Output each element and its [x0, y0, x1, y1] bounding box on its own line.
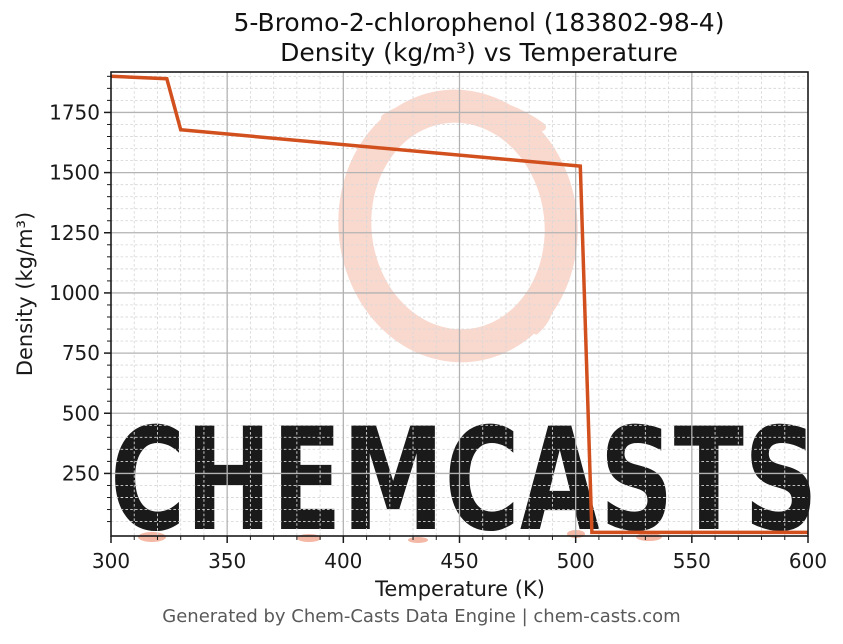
x-tick-label: 350	[208, 549, 246, 573]
axis-ticks	[104, 75, 809, 543]
chart-title-line2: Density (kg/m³) vs Temperature	[280, 38, 678, 67]
splatter-blob	[138, 532, 166, 542]
x-axis-label: Temperature (K)	[375, 577, 545, 601]
watermark-splatter	[138, 530, 662, 543]
logo-swoosh-top	[381, 94, 546, 131]
y-tick-label: 1000	[49, 281, 100, 305]
chemcasts-logo-watermark-icon	[338, 89, 578, 363]
splatter-blob	[636, 533, 662, 541]
y-tick-label: 1500	[49, 161, 100, 185]
y-tick-label: 250	[62, 461, 100, 485]
x-tick-label: 450	[440, 549, 478, 573]
x-tick-label: 550	[673, 549, 711, 573]
chemcasts-text-watermark: CHEMCASTS	[110, 398, 818, 563]
y-tick-label: 1250	[49, 221, 100, 245]
major-gridlines	[111, 72, 808, 536]
y-tick-label: 500	[62, 401, 100, 425]
footer-credit: Generated by Chem-Casts Data Engine | ch…	[162, 606, 681, 627]
splatter-blob	[408, 537, 428, 543]
axis-tick-labels: 300 350 400 450 500 550 600 250 500 750 1000 1250 15…	[49, 100, 827, 573]
y-tick-label: 750	[62, 341, 100, 365]
density-line	[110, 74, 808, 535]
y-tick-label: 1750	[49, 100, 100, 124]
x-tick-label: 500	[557, 549, 595, 573]
chart-title: 5-Bromo-2-chlorophenol (183802-98-4) Den…	[0, 8, 843, 68]
data-series	[110, 74, 808, 535]
x-tick-label: 600	[789, 549, 827, 573]
x-tick-label: 300	[92, 549, 130, 573]
x-tick-label: 400	[324, 549, 362, 573]
logo-swoosh-right-small	[533, 277, 554, 335]
y-axis-label: Density (kg/m³)	[13, 211, 37, 377]
chart-title-line1: 5-Bromo-2-chlorophenol (183802-98-4)	[233, 8, 725, 37]
